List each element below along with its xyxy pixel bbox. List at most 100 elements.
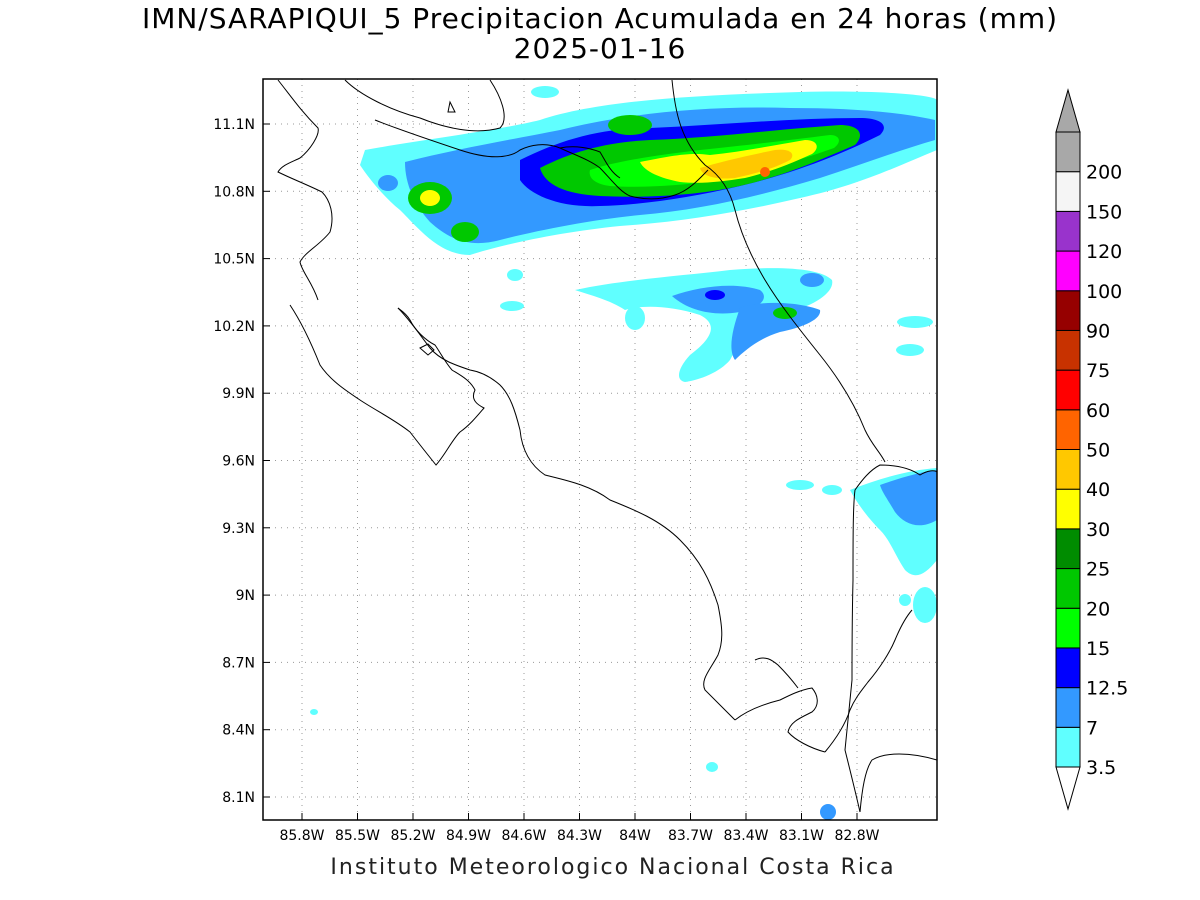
lat-tick-label: 8.1N	[222, 790, 255, 806]
rain-cell-central-5	[500, 301, 524, 311]
lon-tick-label: 84.9W	[446, 828, 491, 844]
colorbar-label: 60	[1086, 400, 1110, 422]
lon-tick-label: 83.1W	[779, 828, 824, 844]
colorbar-label: 15	[1086, 638, 1110, 660]
colorbar-segment	[1055, 171, 1081, 212]
ukare-island	[447, 100, 456, 113]
rain-cell-central-3	[800, 273, 824, 287]
rain-cell-west-2	[420, 190, 440, 206]
rain-cell-central-1	[705, 290, 725, 300]
golfo-dulce-coast	[824, 609, 913, 753]
colorbar-segment	[1055, 290, 1081, 331]
colorbar-label: 200	[1086, 162, 1122, 184]
costa-rica-caribbean-inner	[754, 657, 799, 689]
colorbar-label: 25	[1086, 559, 1110, 581]
osa-peninsula-coast	[734, 687, 826, 753]
caribbean-coast	[671, 79, 886, 463]
lon-tick-label: 85.5W	[335, 828, 380, 844]
gulf-nicoya-coast	[397, 307, 736, 721]
colorbar-segment	[1055, 131, 1081, 173]
latitude-labels: 11.1N 10.8N 10.5N 10.2N 9.9N 9.6N 9.3N 9N 8.7N 8.…	[213, 117, 255, 806]
rain-cell-se-4	[899, 594, 911, 606]
colorbar-label: 12.5	[1086, 678, 1128, 700]
colorbar-label: 90	[1086, 320, 1110, 342]
panama-pacific-coast	[859, 753, 937, 813]
lon-tick-label: 84.6W	[501, 828, 546, 844]
lat-tick-label: 9.6N	[222, 454, 255, 470]
colorbar-segment	[1055, 488, 1081, 530]
colorbar-label: 30	[1086, 519, 1110, 541]
rain-cell-central-4	[507, 269, 523, 281]
colorbar-segment	[1055, 329, 1081, 371]
lat-tick-label: 9N	[236, 588, 255, 604]
colorbar-label: 20	[1086, 598, 1110, 620]
nicaragua-pacific-coast	[277, 79, 333, 301]
lon-tick-label: 83.7W	[668, 828, 713, 844]
rain-area-central-blue2	[731, 302, 821, 360]
colorbar-segment	[1055, 369, 1081, 411]
lat-tick-label: 10.2N	[213, 319, 255, 335]
lat-tick-label: 9.9N	[222, 386, 255, 402]
lon-tick-label: 85.8W	[279, 828, 324, 844]
colorbar-label: 3.5	[1086, 757, 1116, 779]
colorbar-label: 7	[1086, 717, 1098, 739]
costa-rica-panama-border	[844, 464, 937, 813]
lat-tick-label: 8.4N	[222, 723, 255, 739]
colorbar-segment	[1055, 210, 1081, 252]
rain-cell-north-1	[608, 115, 652, 135]
rain-cell-s-3	[310, 709, 318, 715]
colorbar-label: 50	[1086, 440, 1110, 462]
rain-cell-west-3	[451, 222, 479, 242]
lon-tick-label: 84.3W	[557, 828, 602, 844]
lat-tick-label: 10.5N	[213, 252, 255, 268]
nicaragua-lake-shore	[344, 79, 505, 132]
rain-area-southeast-blue	[880, 470, 937, 526]
colorbar-segment	[1055, 528, 1081, 570]
lon-tick-label: 83.4W	[723, 828, 768, 844]
map-frame	[262, 78, 938, 821]
nicaragua-costa-rica-border	[374, 119, 709, 200]
colorbar-segment	[1055, 647, 1081, 689]
longitude-labels: 85.8W 85.5W 85.2W 84.9W 84.6W 84.3W 84W 83.7W 83…	[279, 828, 879, 844]
colorbar-label: 100	[1086, 281, 1122, 303]
colorbar-segment	[1055, 726, 1081, 768]
colorbar-segment	[1055, 250, 1081, 292]
colorbar-segment	[1055, 449, 1081, 490]
colorbar-segment	[1055, 409, 1081, 450]
colorbar-segment	[1055, 687, 1081, 728]
coastlines	[277, 79, 937, 813]
lon-tick-label: 84W	[619, 828, 651, 844]
rain-cell-east-2	[896, 344, 924, 356]
rain-area-core-orange	[700, 149, 793, 179]
colorbar-max-arrow	[1055, 88, 1081, 133]
colorbar-segment	[1055, 607, 1081, 649]
colorbar-label: 120	[1086, 241, 1122, 263]
lat-tick-label: 8.7N	[222, 655, 255, 671]
lon-tick-label: 82.8W	[834, 828, 879, 844]
colorbar: 3.5 7 12.5 15 20 25 30 40 50 60 75 90 100 120 150 200	[1055, 88, 1128, 811]
lat-tick-label: 11.1N	[213, 117, 255, 133]
colorbar-label: 150	[1086, 201, 1122, 223]
nicaragua-river	[559, 146, 621, 179]
pacific-coast-nicoya	[289, 304, 485, 466]
rain-cell-s-2	[820, 804, 836, 820]
rain-cell-se-3	[913, 587, 937, 623]
map-title: IMN/SARAPIQUI_5 Precipitacion Acumulada …	[141, 2, 1059, 35]
colorbar-min-arrow	[1055, 766, 1081, 811]
rain-cell-se-1	[786, 480, 814, 490]
colorbar-segment	[1055, 568, 1081, 609]
rain-area-central-cyan	[575, 268, 833, 382]
lat-tick-label: 10.8N	[213, 184, 255, 200]
colorbar-label: 40	[1086, 479, 1110, 501]
rain-cell-central-2	[773, 307, 797, 319]
rain-cell-se-2	[822, 485, 842, 495]
rain-cell-west-4	[378, 175, 398, 191]
lon-tick-label: 85.2W	[390, 828, 435, 844]
colorbar-label: 75	[1086, 360, 1110, 382]
map-footer: Instituto Meteorologico Nacional Costa R…	[330, 855, 896, 880]
rain-cell-s-1	[706, 762, 718, 772]
rain-cell-central-6	[625, 306, 645, 330]
chira-island	[419, 343, 435, 356]
lat-tick-label: 9.3N	[222, 521, 255, 537]
